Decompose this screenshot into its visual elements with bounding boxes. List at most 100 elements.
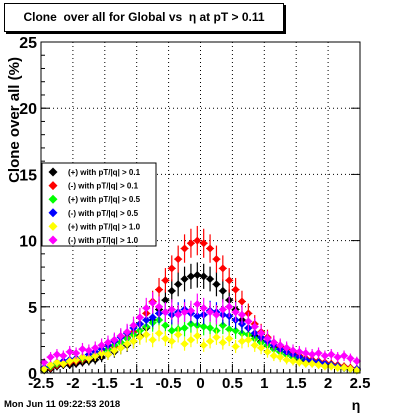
data-point	[289, 346, 298, 355]
data-point	[199, 341, 208, 350]
data-point	[199, 304, 208, 313]
data-point	[78, 353, 87, 362]
data-point	[327, 362, 336, 371]
data-point	[231, 285, 240, 294]
data-point	[161, 334, 170, 343]
data-point	[257, 343, 266, 352]
data-point	[346, 354, 355, 363]
chart-title: Clone over all for Global vs η at pT > 0…	[4, 3, 284, 32]
data-point	[180, 308, 189, 317]
legend-marker	[48, 167, 58, 177]
data-point	[314, 349, 323, 358]
legend-label: (-) with pT/|q| > 0.1	[68, 182, 139, 191]
data-point	[237, 329, 246, 338]
data-point	[72, 355, 81, 364]
data-point	[40, 358, 49, 367]
data-point	[218, 264, 227, 273]
data-point	[65, 357, 74, 366]
data-point	[237, 297, 246, 306]
data-point	[123, 327, 132, 336]
legend-label: (+) with pT/|q| > 0.1	[68, 168, 141, 177]
data-point	[269, 351, 278, 360]
data-point	[333, 353, 342, 362]
data-point	[212, 255, 221, 264]
data-point	[206, 323, 215, 332]
data-point	[333, 363, 342, 372]
data-point	[308, 350, 317, 359]
legend-marker	[48, 208, 58, 218]
y-tick-label: 20	[19, 101, 37, 118]
data-point	[97, 349, 106, 358]
data-point	[340, 363, 349, 372]
data-point	[225, 276, 234, 285]
data-point	[263, 334, 272, 343]
data-point	[244, 335, 253, 344]
data-point	[110, 346, 119, 355]
legend-label: (+) with pT/|q| > 1.0	[68, 222, 141, 231]
data-point	[269, 338, 278, 347]
data-point	[282, 355, 291, 364]
data-point	[110, 335, 119, 344]
data-point	[180, 274, 189, 283]
data-point	[180, 339, 189, 348]
data-point	[276, 341, 285, 350]
data-point	[282, 343, 291, 352]
data-point	[218, 321, 227, 330]
data-point	[174, 280, 183, 289]
x-tick-label: 2	[324, 375, 332, 392]
data-point	[167, 305, 176, 314]
data-point	[308, 359, 317, 368]
data-point	[186, 272, 195, 281]
data-point	[193, 271, 202, 280]
data-point	[206, 308, 215, 317]
data-point	[244, 317, 253, 326]
data-point	[193, 312, 202, 321]
x-tick-label: -2	[66, 375, 79, 392]
data-point	[237, 310, 246, 319]
data-point	[257, 329, 266, 338]
data-point	[142, 304, 151, 313]
data-point	[65, 347, 74, 356]
data-point	[186, 320, 195, 329]
data-point	[193, 236, 202, 245]
legend: (+) with pT/|q| > 0.1 (-) with pT/|q| > 0…	[41, 162, 157, 247]
data-point	[250, 341, 259, 350]
data-point	[174, 310, 183, 319]
legend-label: (-) with pT/|q| > 1.0	[68, 236, 139, 245]
data-point	[352, 357, 361, 366]
data-point	[289, 357, 298, 366]
y-tick-label: 10	[19, 234, 37, 251]
data-point	[91, 351, 100, 360]
data-point	[186, 335, 195, 344]
data-point	[206, 337, 215, 346]
data-point	[231, 342, 240, 351]
x-tick-label: -1.5	[92, 375, 118, 392]
data-point	[161, 321, 170, 330]
data-point	[161, 276, 170, 285]
x-tick-label: -0.5	[156, 375, 182, 392]
data-point	[40, 365, 49, 374]
legend-marker	[48, 235, 58, 245]
data-point	[186, 239, 195, 248]
data-point	[148, 335, 157, 344]
legend-marker	[48, 221, 58, 231]
legend-marker	[48, 194, 58, 204]
data-point	[206, 274, 215, 283]
data-point	[103, 350, 112, 359]
data-point	[84, 354, 93, 363]
data-point	[237, 337, 246, 346]
y-tick-label: 25	[19, 35, 37, 52]
data-point	[199, 322, 208, 331]
data-point	[116, 331, 125, 340]
data-point	[180, 323, 189, 332]
data-point	[59, 359, 68, 368]
data-point	[346, 365, 355, 374]
legend-marker	[48, 181, 58, 191]
data-point	[103, 338, 112, 347]
data-point	[155, 302, 164, 311]
x-tick-label: 1	[260, 375, 268, 392]
data-point	[301, 349, 310, 358]
y-tick-label: 15	[19, 167, 37, 184]
data-point	[340, 351, 349, 360]
